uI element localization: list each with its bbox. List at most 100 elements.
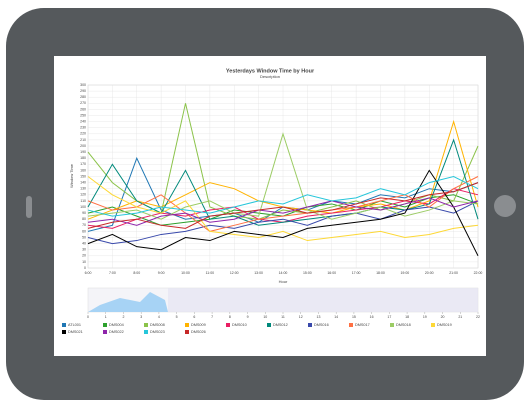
y-tick-label: 130 [80,187,86,191]
navigator-tick-label: 12 [299,315,303,319]
legend-swatch [62,323,66,327]
y-tick-label: 110 [80,199,86,203]
y-tick-label: 0 [84,266,86,270]
y-tick-label: 260 [80,107,86,111]
navigator-tick-label: 18 [405,315,409,319]
navigator-tick-label: 16 [370,315,374,319]
y-tick-label: 120 [80,193,86,197]
legend-label: DMS008 [150,323,165,327]
y-tick-label: 100 [80,205,86,209]
x-tick-label: 22:00 [474,271,483,275]
legend-label: ATL001 [68,323,81,327]
x-tick-label: 6:00 [85,271,92,275]
y-tick-label: 170 [80,162,86,166]
legend-label: DMS022 [109,330,124,334]
navigator-tick-label: 21 [458,315,462,319]
y-tick-label: 80 [82,217,86,221]
x-tick-label: 19:00 [400,271,409,275]
legend-swatch [349,323,353,327]
y-tick-label: 40 [82,242,86,246]
x-tick-label: 18:00 [376,271,385,275]
navigator-tick-label: 17 [387,315,391,319]
y-tick-label: 240 [80,120,86,124]
legend-label: DMS021 [68,330,83,334]
y-tick-label: 30 [82,248,86,252]
navigator-mask [168,288,478,312]
navigator-tick-label: 13 [317,315,321,319]
y-tick-label: 270 [80,101,86,105]
legend-label: DMS010 [232,323,247,327]
navigator-tick-label: 9 [247,315,249,319]
legend-label: DMS017 [355,323,370,327]
navigator-tick-label: 0 [87,315,89,319]
navigator-tick-label: 1 [105,315,107,319]
legend-swatch [103,323,107,327]
legend-swatch [144,323,148,327]
legend-swatch [103,330,107,334]
navigator-tick-label: 6 [193,315,195,319]
navigator-tick-label: 5 [176,315,178,319]
navigator-tick-label: 8 [229,315,231,319]
y-tick-label: 150 [80,174,86,178]
legend-label: DMS009 [191,323,206,327]
page: Yesterdays Window Time by Hour Descripti… [0,0,530,406]
y-tick-label: 210 [80,138,86,142]
y-tick-label: 290 [80,89,86,93]
x-tick-label: 17:00 [352,271,361,275]
y-tick-label: 190 [80,150,86,154]
x-tick-label: 8:00 [133,271,140,275]
navigator-tick-label: 7 [211,315,213,319]
y-tick-label: 180 [80,156,86,160]
x-tick-label: 20:00 [425,271,434,275]
x-tick-label: 14:00 [279,271,288,275]
y-tick-label: 20 [82,254,86,258]
legend-label: DMS023 [150,330,165,334]
legend-label: DMS004 [109,323,124,327]
y-tick-label: 280 [80,95,86,99]
y-axis-title: Window Time [69,163,74,188]
y-tick-label: 220 [80,132,86,136]
navigator-tick-label: 15 [352,315,356,319]
x-tick-label: 13:00 [254,271,263,275]
navigator-tick-label: 4 [158,315,160,319]
tablet: Yesterdays Window Time by Hour Descripti… [0,0,530,406]
x-tick-label: 9:00 [158,271,165,275]
navigator-tick-label: 11 [281,315,285,319]
y-tick-label: 160 [80,168,86,172]
navigator-tick-label: 14 [334,315,338,319]
x-tick-label: 16:00 [327,271,336,275]
navigator-tick-label: 3 [140,315,142,319]
camera [26,196,32,218]
legend-swatch [144,330,148,334]
chart-subtitle: Description [260,74,280,79]
x-tick-label: 7:00 [109,271,116,275]
x-tick-label: 11:00 [206,271,215,275]
y-tick-label: 140 [80,181,86,185]
legend-label: DMS026 [191,330,206,334]
x-tick-label: 21:00 [449,271,458,275]
x-tick-label: 10:00 [181,271,190,275]
navigator-tick-label: 20 [441,315,445,319]
navigator-tick-label: 19 [423,315,427,319]
legend-label: DMS016 [314,323,329,327]
legend-swatch [390,323,394,327]
y-tick-label: 300 [80,83,86,87]
legend-swatch [226,323,230,327]
legend-swatch [431,323,435,327]
legend-swatch [185,323,189,327]
navigator-tick-label: 10 [263,315,267,319]
legend-swatch [267,323,271,327]
legend-swatch [185,330,189,334]
y-tick-label: 50 [82,235,86,239]
x-axis-title: Hour [279,279,288,284]
x-tick-label: 15:00 [303,271,312,275]
legend-label: DMS012 [273,323,288,327]
y-tick-label: 10 [82,260,86,264]
x-tick-label: 12:00 [230,271,239,275]
y-tick-label: 250 [80,113,86,117]
y-tick-label: 70 [82,223,86,227]
home-button[interactable] [494,195,516,217]
y-tick-label: 200 [80,144,86,148]
navigator-tick-label: 2 [122,315,124,319]
y-tick-label: 230 [80,126,86,130]
